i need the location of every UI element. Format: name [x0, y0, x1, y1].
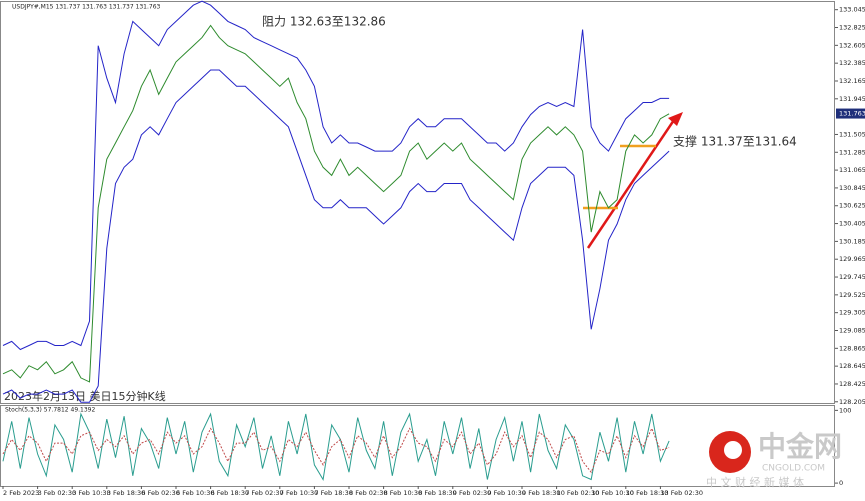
- x-tick-label: 9 Feb 02:30: [453, 489, 492, 497]
- trend-line: [586, 116, 678, 249]
- y-tick-label: 132.825: [839, 24, 865, 32]
- y-tick-label: 132.165: [839, 77, 865, 85]
- y-tick-label: 130.625: [839, 202, 865, 210]
- x-tick-label: 8 Feb 02:30: [349, 489, 388, 497]
- y-tick-label: 131.945: [839, 95, 865, 103]
- current-price-box: [836, 108, 865, 119]
- y-tick-label: 129.525: [839, 291, 865, 299]
- y-tick-label: 131.285: [839, 148, 865, 156]
- y-tick-label: 130.185: [839, 237, 865, 245]
- y-tick-label: 131.505: [839, 130, 865, 138]
- y-tick-label: 130.845: [839, 184, 865, 192]
- x-tick-label: 3 Feb 10:30: [72, 489, 111, 497]
- x-tick-label: 7 Feb 18:30: [314, 489, 353, 497]
- y-tick-label: 129.085: [839, 326, 865, 334]
- x-tick-label: 13 Feb 02:30: [660, 489, 703, 497]
- logo-name: 中金网: [758, 430, 842, 463]
- x-tick-label: 6 Feb 02:30: [141, 489, 180, 497]
- stoch-frame: [0, 405, 835, 487]
- y-tick-label: 128.645: [839, 362, 865, 370]
- series-line: [2, 412, 670, 481]
- chart-caption: 2023年2月13日 美日15分钟K线: [4, 389, 166, 403]
- y-tick-label: 128.205: [839, 398, 865, 406]
- series-line: [2, 427, 670, 474]
- x-tick-label: 3 Feb 18:30: [107, 489, 146, 497]
- logo-tagline: 中 文 财 经 新 媒 体: [706, 475, 804, 489]
- x-tick-label: 10 Feb 02:30: [557, 489, 600, 497]
- trend-arrow: [668, 112, 683, 126]
- logo-mark: [724, 441, 742, 459]
- series-line: [2, 0, 670, 351]
- y-tick-label: 128.865: [839, 344, 865, 352]
- x-tick-label: 8 Feb 18:30: [418, 489, 457, 497]
- series-line: [2, 69, 670, 403]
- y-tick-label: 132.385: [839, 59, 865, 67]
- y-tick-label: 129.745: [839, 273, 865, 281]
- x-tick-label: 6 Feb 10:30: [176, 489, 215, 497]
- x-tick-label: 9 Feb 18:30: [522, 489, 561, 497]
- y-tick-label: 0: [839, 479, 843, 487]
- x-tick-label: 8 Feb 10:30: [384, 489, 423, 497]
- x-tick-label: 10 Feb 10:30: [591, 489, 634, 497]
- support-note: 支撑 131.37至131.64: [673, 134, 797, 149]
- x-tick-label: 2 Feb 2023: [3, 489, 39, 497]
- current-price-label: 131.763: [839, 110, 865, 118]
- x-tick-label: 9 Feb 10:30: [487, 489, 526, 497]
- main-frame: [0, 1, 835, 404]
- y-tick-label: 131.065: [839, 166, 865, 174]
- series-line: [2, 24, 670, 383]
- y-tick-label: 130.405: [839, 220, 865, 228]
- y-tick-label: 133.045: [839, 6, 865, 14]
- x-tick-label: 7 Feb 02:30: [245, 489, 284, 497]
- y-tick-label: 129.305: [839, 309, 865, 317]
- logo-site: CNGOLD.COM: [762, 464, 825, 474]
- resistance-note: 阻力 132.63至132.86: [262, 15, 386, 29]
- symbol-header: USDJPY#,M15 131.737 131.763 131.737 131.…: [12, 4, 161, 11]
- x-tick-label: 3 Feb 02:30: [38, 489, 77, 497]
- y-tick-label: 132.605: [839, 41, 865, 49]
- y-tick-label: 128.425: [839, 380, 865, 388]
- y-tick-label: 100: [839, 406, 851, 414]
- y-tick-label: 129.965: [839, 255, 865, 263]
- stoch-header: Stoch(5,3,3) 57.7812 49.1392: [5, 407, 96, 414]
- x-tick-label: 7 Feb 10:30: [280, 489, 319, 497]
- x-tick-label: 10 Feb 18:30: [626, 489, 669, 497]
- logo: 中金网 CNGOLD.COM 中 文 财 经 新 媒 体: [706, 430, 842, 489]
- x-tick-label: 6 Feb 18:30: [211, 489, 250, 497]
